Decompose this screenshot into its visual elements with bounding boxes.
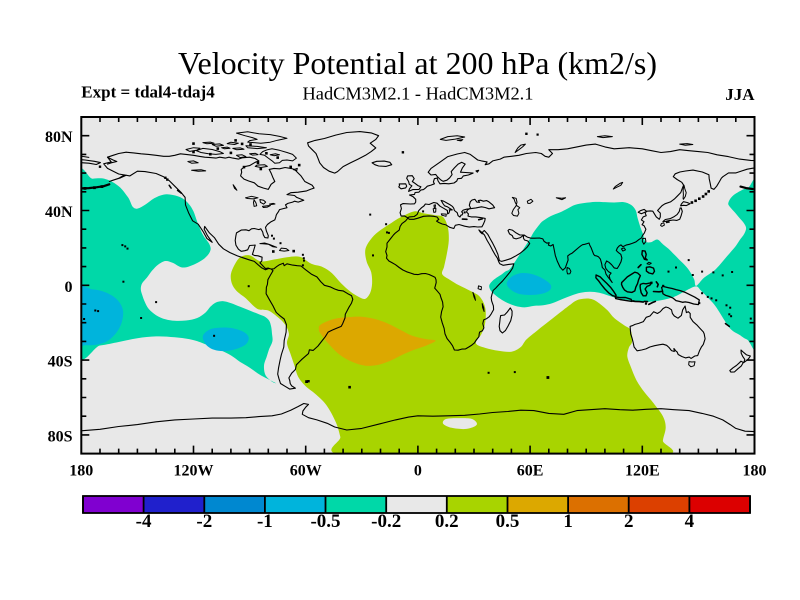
svg-text:Velocity Potential at 200 hPa: Velocity Potential at 200 hPa (km2/s) bbox=[178, 45, 657, 81]
svg-text:4: 4 bbox=[685, 511, 695, 532]
svg-text:0.2: 0.2 bbox=[435, 511, 459, 532]
svg-text:-0.2: -0.2 bbox=[371, 511, 401, 532]
svg-text:60E: 60E bbox=[517, 463, 544, 480]
svg-text:-1: -1 bbox=[257, 511, 273, 532]
svg-text:0.5: 0.5 bbox=[496, 511, 520, 532]
svg-text:-0.5: -0.5 bbox=[310, 511, 340, 532]
svg-text:120W: 120W bbox=[174, 463, 214, 480]
svg-text:180: 180 bbox=[69, 463, 93, 480]
svg-text:60W: 60W bbox=[290, 463, 322, 480]
svg-text:120E: 120E bbox=[625, 463, 660, 480]
svg-text:HadCM3M2.1 - HadCM3M2.1: HadCM3M2.1 - HadCM3M2.1 bbox=[303, 84, 534, 104]
svg-text:2: 2 bbox=[624, 511, 634, 532]
svg-text:1: 1 bbox=[563, 511, 573, 532]
svg-text:80S: 80S bbox=[48, 428, 73, 445]
svg-text:40N: 40N bbox=[45, 204, 73, 221]
svg-text:0: 0 bbox=[414, 463, 422, 480]
svg-text:80N: 80N bbox=[45, 129, 73, 146]
svg-text:-4: -4 bbox=[136, 511, 152, 532]
svg-text:Expt = tdal4-tdaj4: Expt = tdal4-tdaj4 bbox=[81, 83, 215, 102]
svg-text:40S: 40S bbox=[48, 354, 73, 371]
svg-text:0: 0 bbox=[65, 279, 73, 296]
svg-text:JJA: JJA bbox=[725, 85, 755, 104]
svg-text:180: 180 bbox=[743, 463, 767, 480]
svg-text:-2: -2 bbox=[196, 511, 212, 532]
